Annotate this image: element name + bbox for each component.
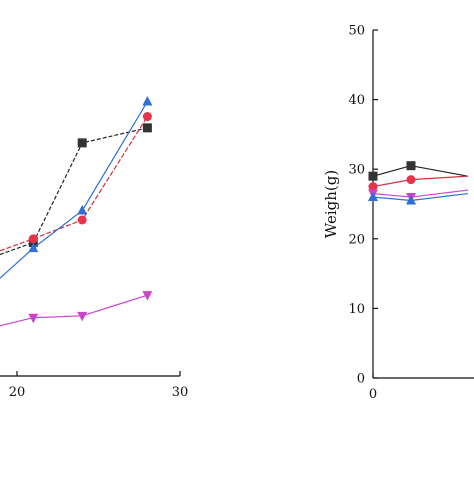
left-series-square-point (142, 123, 152, 133)
left-series-circle-point (77, 215, 87, 225)
right-y-tick-label: 20 (348, 232, 365, 247)
left-series-triangle-down-point (77, 311, 88, 322)
left-series-triangle-down-point (28, 313, 39, 324)
right-y-tick-label: 50 (348, 24, 365, 39)
left-series-square-line (32, 127, 148, 243)
left-series-triangle-down-point (142, 291, 153, 301)
right-y-tick-label: 10 (348, 302, 365, 317)
right-series-circle-point (368, 182, 378, 192)
right-panel: 0 10 20 30 40 50 0 Weigh(g) (322, 24, 474, 402)
right-y-tick-label: 40 (348, 93, 365, 108)
left-series-triangle-up-line (32, 101, 148, 249)
left-x-tick-label: 30 (172, 385, 189, 400)
left-series-circle-point (28, 234, 38, 244)
left-series-circle-line-segment (0, 238, 34, 252)
left-series-triangle-down-line (33, 294, 148, 319)
left-series-circle-point (142, 112, 152, 122)
right-y-axis-label: Weigh(g) (322, 170, 340, 238)
right-series-square-point (368, 171, 378, 181)
left-series-square-point (77, 138, 87, 148)
right-series-triangle-up-point (368, 191, 378, 202)
right-y-tick-label: 30 (348, 163, 365, 178)
left-x-tick-label: 20 (9, 385, 26, 400)
right-series-triangle-up-point (406, 195, 416, 205)
right-series-triangle-down-line (372, 189, 469, 198)
right-series-circle-line (372, 175, 469, 188)
left-series-triangle-down-line-segment (0, 317, 34, 327)
right-series-circle-point (406, 175, 416, 185)
left-series-triangle-up-point (77, 205, 88, 215)
left-series-triangle-up-point (142, 96, 153, 106)
right-series-square-line (372, 165, 469, 177)
right-series-square-point (406, 161, 416, 171)
left-series-triangle-up-point (28, 242, 39, 253)
left-series-triangle-up-line-segment (0, 247, 34, 279)
right-x-tick-label: 0 (369, 387, 377, 402)
right-y-tick-label: 0 (357, 372, 365, 387)
left-series-circle-line (33, 116, 148, 240)
left-panel: 20 30 (0, 96, 188, 400)
